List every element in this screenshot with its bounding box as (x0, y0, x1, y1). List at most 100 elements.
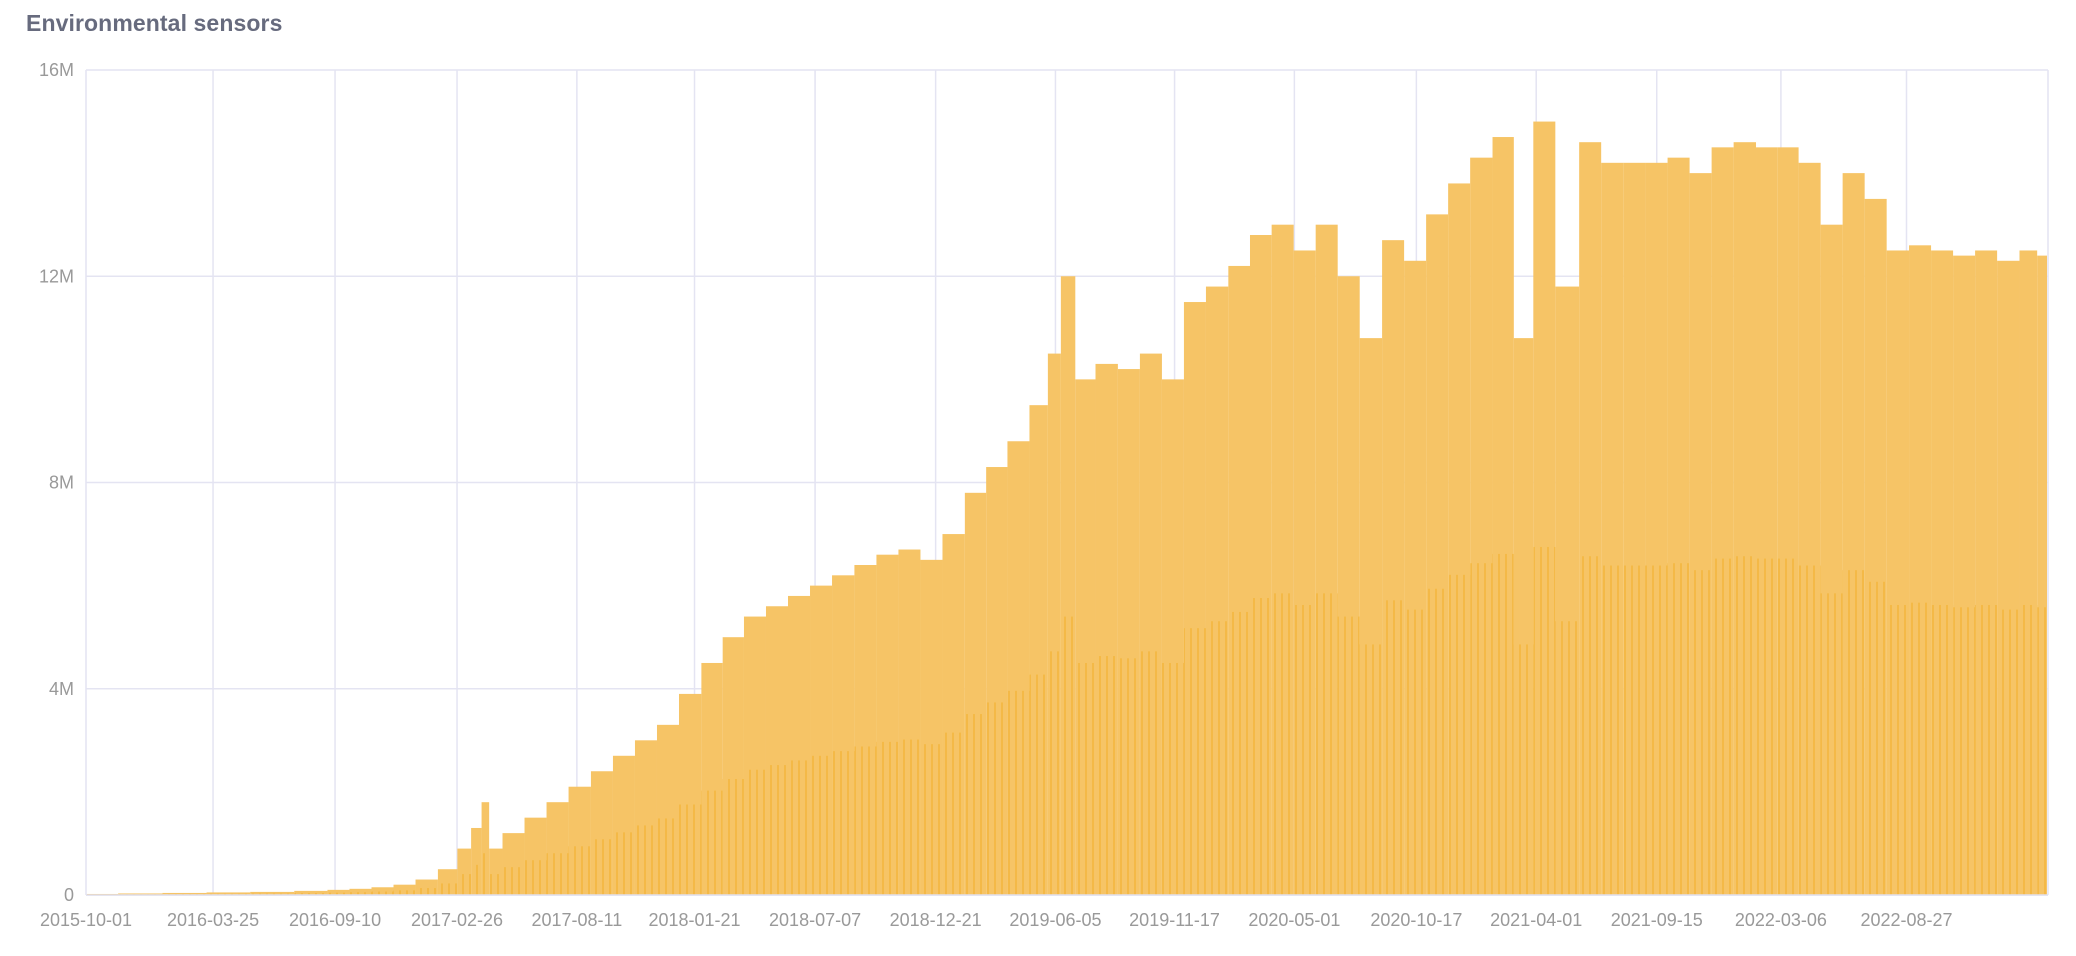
bar-texture-segment (788, 760, 811, 895)
bar-texture-segment (634, 825, 657, 895)
data-bar (371, 887, 394, 895)
bar-texture-segment (2019, 604, 2038, 895)
x-tick-label: 2019-11-17 (1129, 910, 1220, 930)
y-tick-label: 12M (39, 266, 74, 286)
bar-texture-segment (1271, 593, 1294, 895)
bar-texture-segment (1864, 581, 1887, 895)
bar-texture-segment (371, 891, 394, 895)
bar-texture-segment (656, 818, 680, 895)
x-tick-label: 2022-08-27 (1860, 910, 1952, 930)
x-tick-label: 2018-12-21 (890, 910, 982, 930)
bar-texture-segment (1886, 604, 1910, 895)
bar-texture-segment (1117, 658, 1140, 895)
x-tick-label: 2021-09-15 (1611, 910, 1703, 930)
data-bar (349, 888, 372, 895)
bar-texture-segment (1953, 607, 1976, 895)
bar-texture-segment (415, 888, 438, 895)
bar-texture-segment (1533, 546, 1556, 895)
bar-texture-segment (1997, 609, 2020, 895)
bar-texture-segment (964, 714, 987, 895)
y-tick-label: 16M (39, 60, 74, 80)
bar-texture-segment (568, 846, 591, 895)
bar-texture-segment (1645, 565, 1668, 895)
bar-texture-segment (1555, 621, 1580, 895)
bar-texture-segment (1909, 602, 1932, 895)
x-tick-label: 2022-03-06 (1735, 910, 1827, 930)
bar-texture-segment (1047, 651, 1061, 895)
bar-texture-segment (1404, 609, 1427, 895)
bar-texture-segment (1337, 616, 1360, 895)
bar-texture-segment (810, 755, 833, 895)
data-bar (206, 892, 251, 895)
bar-texture-segment (1293, 604, 1316, 895)
bar-texture-segment (1513, 644, 1534, 895)
x-tick-label: 2015-10-01 (40, 910, 132, 930)
bar-texture-segment (1975, 604, 1998, 895)
x-tick-label: 2021-04-01 (1490, 910, 1582, 930)
bar-texture-segment (1711, 558, 1734, 895)
bar-texture-segment (722, 778, 744, 895)
bar-texture-segment (1139, 651, 1162, 895)
bar-texture (87, 546, 2047, 895)
data-bar (162, 892, 207, 895)
chart-title: Environmental sensors (26, 10, 283, 36)
bar-texture-segment (1777, 558, 1799, 895)
bar-texture-segment (701, 790, 723, 895)
bar-texture-segment (1315, 593, 1338, 895)
bar-texture-segment (832, 751, 855, 895)
y-tick-label: 4M (49, 679, 74, 699)
bar-texture-segment (1820, 593, 1843, 895)
bar-texture-segment (1359, 644, 1383, 895)
axes: 0 4M 8M 12M 16M 2015-10-01 2016-03-25 2016-09-1… (39, 60, 2048, 930)
data-bar (393, 884, 416, 895)
bar-texture-segment (854, 746, 877, 895)
x-tick-label: 2018-07-07 (769, 910, 861, 930)
bar-texture-segment (1228, 611, 1250, 895)
bar-texture-segment (1931, 604, 1954, 895)
bar-texture-segment (1579, 556, 1602, 895)
y-tick-label: 0 (64, 885, 74, 905)
bar-texture-segment (1426, 588, 1449, 895)
bar-texture-segment (546, 853, 569, 895)
x-tick-label: 2020-05-01 (1248, 910, 1340, 930)
bar-texture-segment (679, 804, 702, 895)
bar-texture-segment (349, 892, 372, 895)
x-tick-label: 2019-06-05 (1009, 910, 1101, 930)
bar-texture-segment (1756, 558, 1778, 895)
bar-texture-segment (1249, 598, 1272, 895)
bar-texture-segment (1161, 662, 1184, 895)
bar-texture-segment (1183, 628, 1206, 895)
bar-texture-segment (327, 892, 350, 895)
bar-texture-segment (1029, 674, 1048, 895)
bar-texture-segment (393, 890, 416, 895)
data-bar (294, 890, 328, 895)
bar-texture-segment (437, 883, 458, 895)
bar-texture-segment (1448, 574, 1471, 895)
bar-texture-segment (489, 874, 503, 895)
bar-texture-segment (294, 893, 328, 895)
x-tick-label: 2017-02-26 (411, 910, 503, 930)
x-tick-label: 2020-10-17 (1370, 910, 1462, 930)
bar-texture-segment (1733, 556, 1757, 895)
bar-texture-segment (1007, 690, 1030, 895)
bar-texture-segment (2037, 607, 2047, 895)
bar-texture-segment (502, 867, 525, 895)
bar-texture-segment (986, 702, 1008, 895)
bar-texture-segment (612, 832, 635, 895)
bar-texture-segment (590, 839, 613, 895)
x-tick-label: 2016-09-10 (289, 910, 381, 930)
bar-texture-segment (1095, 656, 1118, 895)
x-tick-label: 2016-03-25 (167, 910, 259, 930)
bar-texture-segment (1470, 563, 1493, 895)
x-tick-label: 2018-01-21 (648, 910, 740, 930)
bars (87, 121, 2047, 895)
bar-texture-segment (876, 741, 899, 895)
bar-texture-segment (920, 744, 943, 895)
bar-texture-segment (1667, 563, 1690, 895)
bar-texture-segment (942, 732, 965, 895)
bar-texture-segment (743, 769, 766, 895)
y-tick-label: 8M (49, 473, 74, 493)
data-bar (118, 893, 163, 895)
bar-texture-segment (457, 874, 472, 895)
